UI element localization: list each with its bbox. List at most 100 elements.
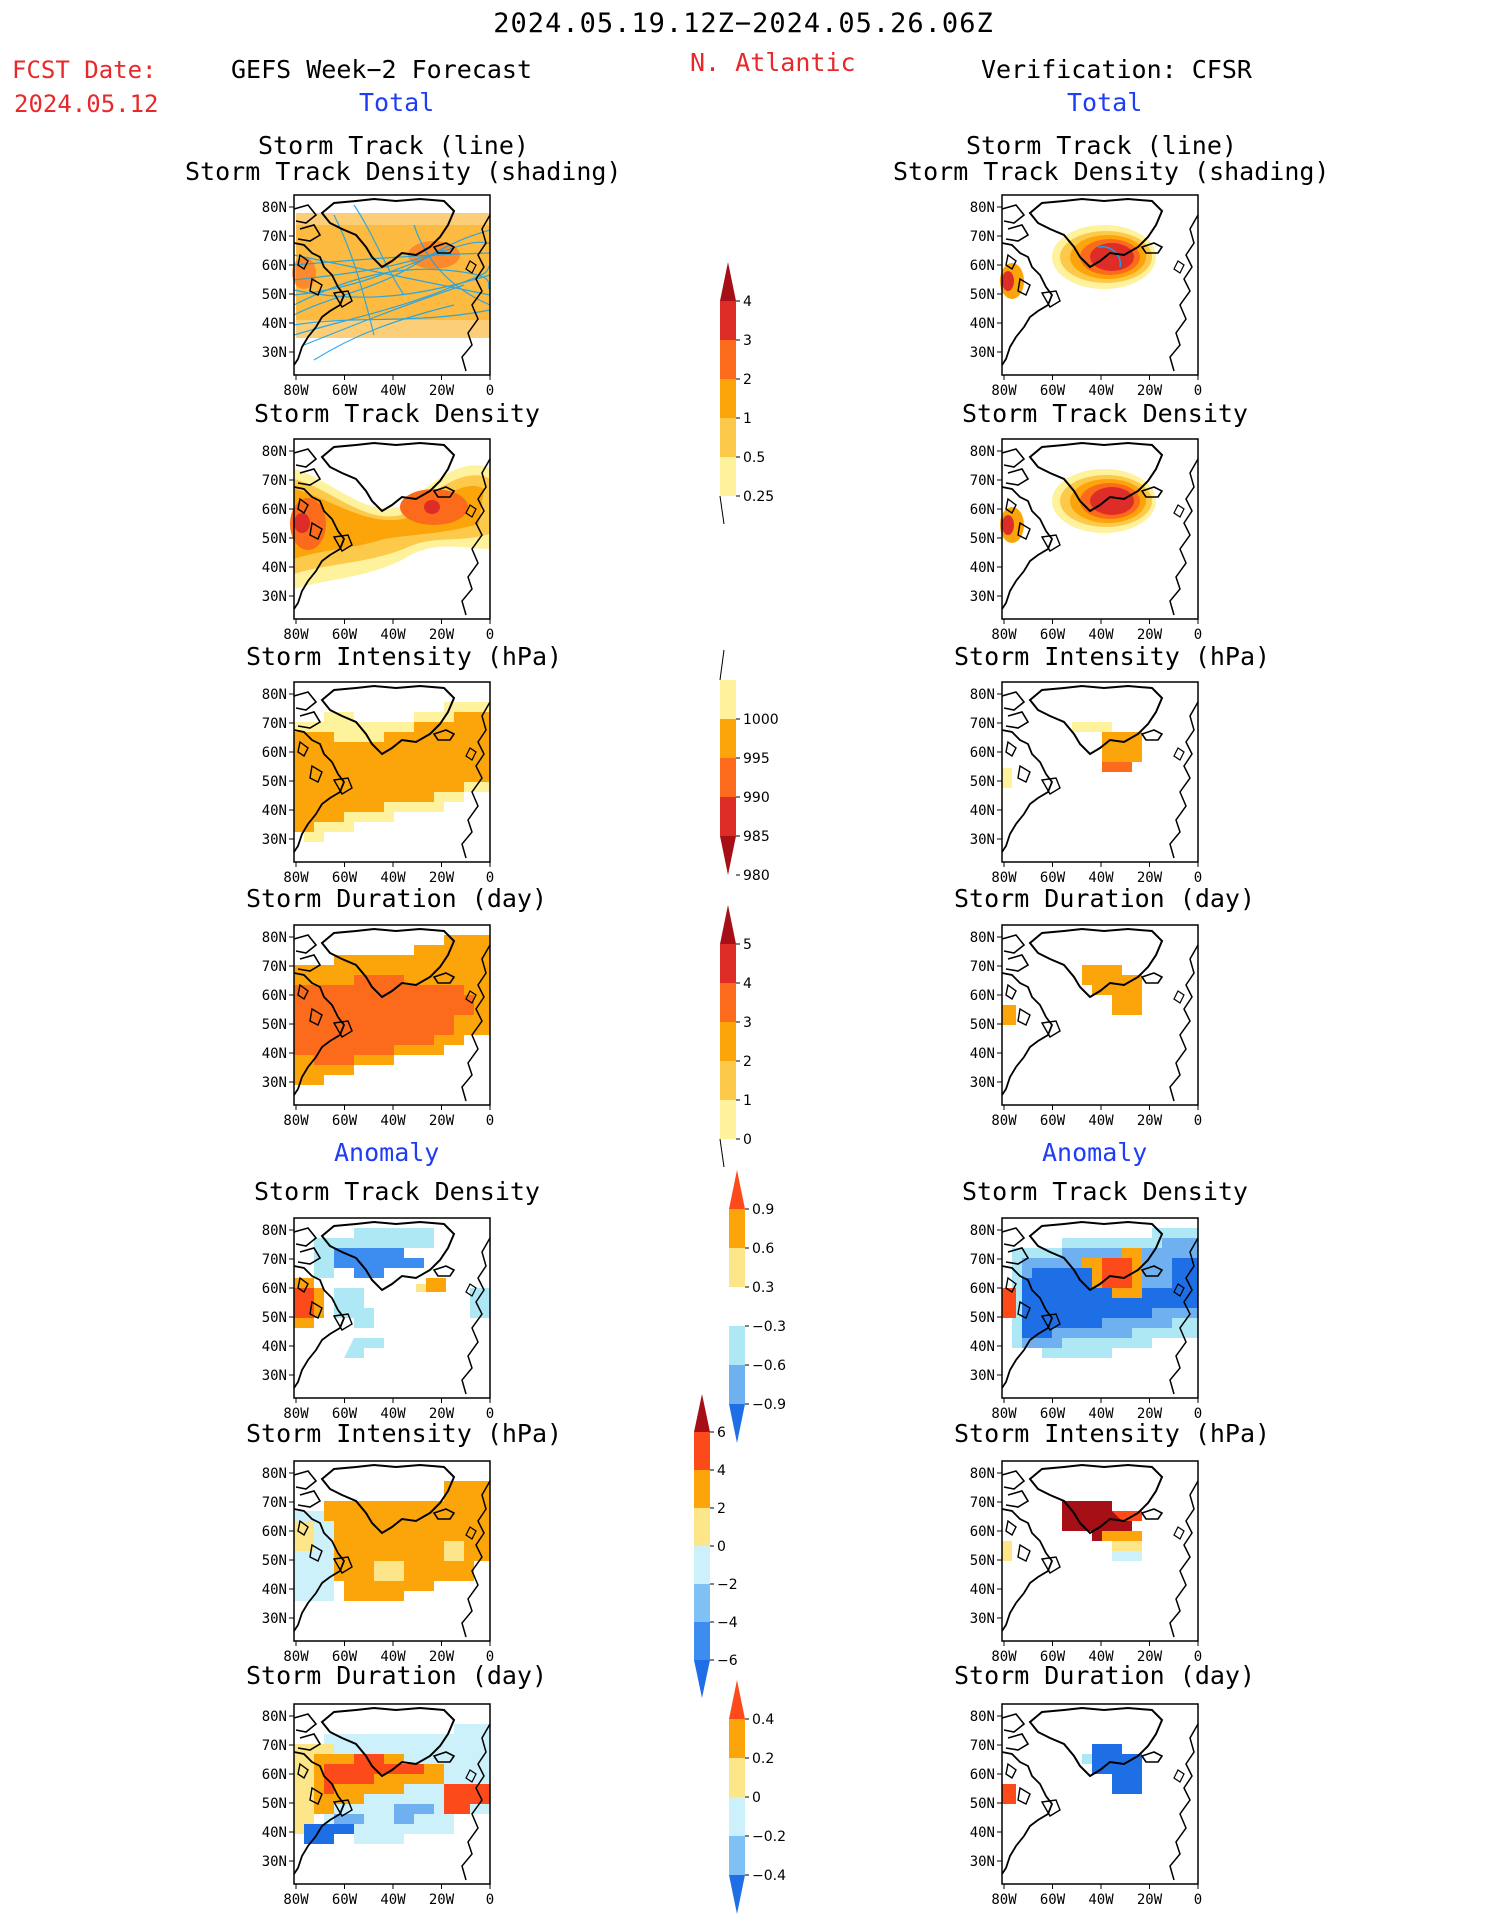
colorbar-density-anom: 0.9 0.6 0.3 −0.3 −0.6 −0.9 [729, 1170, 786, 1443]
x-tick-label: 80W [283, 1113, 309, 1129]
y-tick-label: 60N [970, 1767, 995, 1783]
map-panel-verification-intensity [1001, 681, 1199, 863]
y-tick-label: 30N [262, 1611, 287, 1627]
colorbar-label: 0.6 [752, 1241, 774, 1257]
y-tick-label: 50N [970, 774, 995, 790]
colorbar-arrow-bottom [729, 1875, 745, 1914]
x-tick-label: 80W [991, 383, 1017, 399]
colorbar-segment [729, 1758, 745, 1797]
x-tick-label: 80W [991, 1406, 1017, 1422]
map-panel-verification-duration [1001, 924, 1199, 1106]
colorbar-segment [694, 1432, 710, 1470]
y-tick-label: 40N [262, 1046, 287, 1062]
x-tick-label: 80W [283, 627, 309, 643]
y-tick-label: 80N [970, 930, 995, 946]
y-tick-label: 70N [262, 473, 287, 489]
x-tick-label: 20W [1137, 383, 1163, 399]
panel-title-intensity-right: Storm Intensity (hPa) [954, 642, 1271, 671]
x-tick-label: 40W [1088, 383, 1114, 399]
colorbar-segment [729, 1248, 745, 1287]
map-panel-verification-duration-anomaly [1001, 1703, 1199, 1885]
x-tick-label: 20W [1137, 1649, 1163, 1665]
panel-title-duration-anom-left: Storm Duration (day) [246, 1661, 548, 1690]
y-tick-label: 70N [970, 959, 995, 975]
colorbar-arrow-bottom [729, 1404, 745, 1443]
colorbar-label: −6 [717, 1653, 738, 1669]
x-tick-label: 20W [429, 1892, 455, 1908]
x-tick-label: 60W [332, 1649, 358, 1665]
colorbar-segment [729, 1287, 745, 1326]
x-tick-label: 40W [1088, 1649, 1114, 1665]
y-tick-label: 70N [262, 716, 287, 732]
y-tick-label: 70N [262, 959, 287, 975]
y-tick-label: 70N [970, 1252, 995, 1268]
forecast-anomaly-label: Anomaly [334, 1138, 440, 1167]
colorbar-label: −0.3 [752, 1319, 786, 1335]
x-tick-label: 40W [380, 1892, 406, 1908]
colorbar-segment [729, 1836, 745, 1875]
colorbar-label: 6 [717, 1425, 726, 1441]
x-tick-label: 60W [1040, 1406, 1066, 1422]
y-tick-label: 40N [262, 803, 287, 819]
x-tick-label: 80W [991, 870, 1017, 886]
colorbar-arrow-top [720, 262, 736, 301]
colorbar-segment [720, 719, 736, 758]
y-tick-label: 50N [970, 287, 995, 303]
period-title: 2024.05.19.12Z−2024.05.26.06Z [493, 8, 994, 39]
colorbar-segment [720, 797, 736, 836]
x-tick-label: 20W [429, 1406, 455, 1422]
panel-title-density-anom-right: Storm Track Density [962, 1177, 1248, 1206]
y-tick-label: 70N [970, 1738, 995, 1754]
x-tick-label: 60W [1040, 870, 1066, 886]
x-tick-label: 0 [486, 1406, 494, 1422]
colorbar-label: 4 [717, 1463, 726, 1479]
colorbar-arrow-top [720, 905, 736, 944]
x-tick-label: 20W [1137, 870, 1163, 886]
map-panel-verification-density-anomaly [1001, 1217, 1199, 1399]
x-tick-label: 80W [991, 1113, 1017, 1129]
y-tick-label: 30N [970, 589, 995, 605]
colorbar-label: 985 [743, 829, 770, 845]
colorbar-label: 2 [717, 1501, 726, 1517]
y-tick-label: 40N [970, 803, 995, 819]
y-tick-label: 80N [970, 1709, 995, 1725]
y-tick-label: 60N [262, 1524, 287, 1540]
panel-title-intensity-anom-left: Storm Intensity (hPa) [246, 1419, 563, 1448]
y-tick-label: 70N [262, 1738, 287, 1754]
forecast-total-label: Total [359, 88, 435, 117]
x-tick-label: 20W [429, 870, 455, 886]
y-tick-label: 60N [262, 988, 287, 1004]
x-tick-label: 0 [1194, 1406, 1202, 1422]
y-tick-label: 40N [970, 1339, 995, 1355]
x-tick-label: 20W [429, 383, 455, 399]
y-tick-label: 30N [970, 832, 995, 848]
fcst-date-value: 2024.05.12 [14, 90, 159, 118]
colorbar-label: −2 [717, 1577, 738, 1593]
colorbar-segment [720, 944, 736, 983]
colorbar-label: 1 [743, 1093, 752, 1109]
colorbar-segment [720, 1061, 736, 1100]
x-tick-label: 40W [380, 627, 406, 643]
verification-total-label: Total [1067, 88, 1143, 117]
colorbar-label: 980 [743, 868, 770, 884]
colorbar-segment [720, 418, 736, 457]
x-tick-label: 40W [380, 1649, 406, 1665]
x-tick-label: 20W [429, 1113, 455, 1129]
colorbar-label: 0.25 [743, 489, 774, 505]
y-tick-label: 80N [262, 1709, 287, 1725]
x-tick-label: 60W [332, 870, 358, 886]
y-tick-label: 60N [262, 745, 287, 761]
colorbar-segment [720, 457, 736, 496]
colorbar-label: 4 [743, 294, 752, 310]
y-tick-label: 30N [262, 1854, 287, 1870]
colorbar-segment [720, 379, 736, 418]
colorbar-label: 1 [743, 411, 752, 427]
y-tick-label: 40N [970, 560, 995, 576]
x-tick-label: 20W [1137, 1406, 1163, 1422]
y-tick-label: 40N [262, 316, 287, 332]
colorbar-label: 0.4 [752, 1712, 774, 1728]
colorbar-segment [694, 1508, 710, 1546]
x-tick-label: 40W [1088, 1113, 1114, 1129]
colorbar-label: −4 [717, 1615, 738, 1631]
